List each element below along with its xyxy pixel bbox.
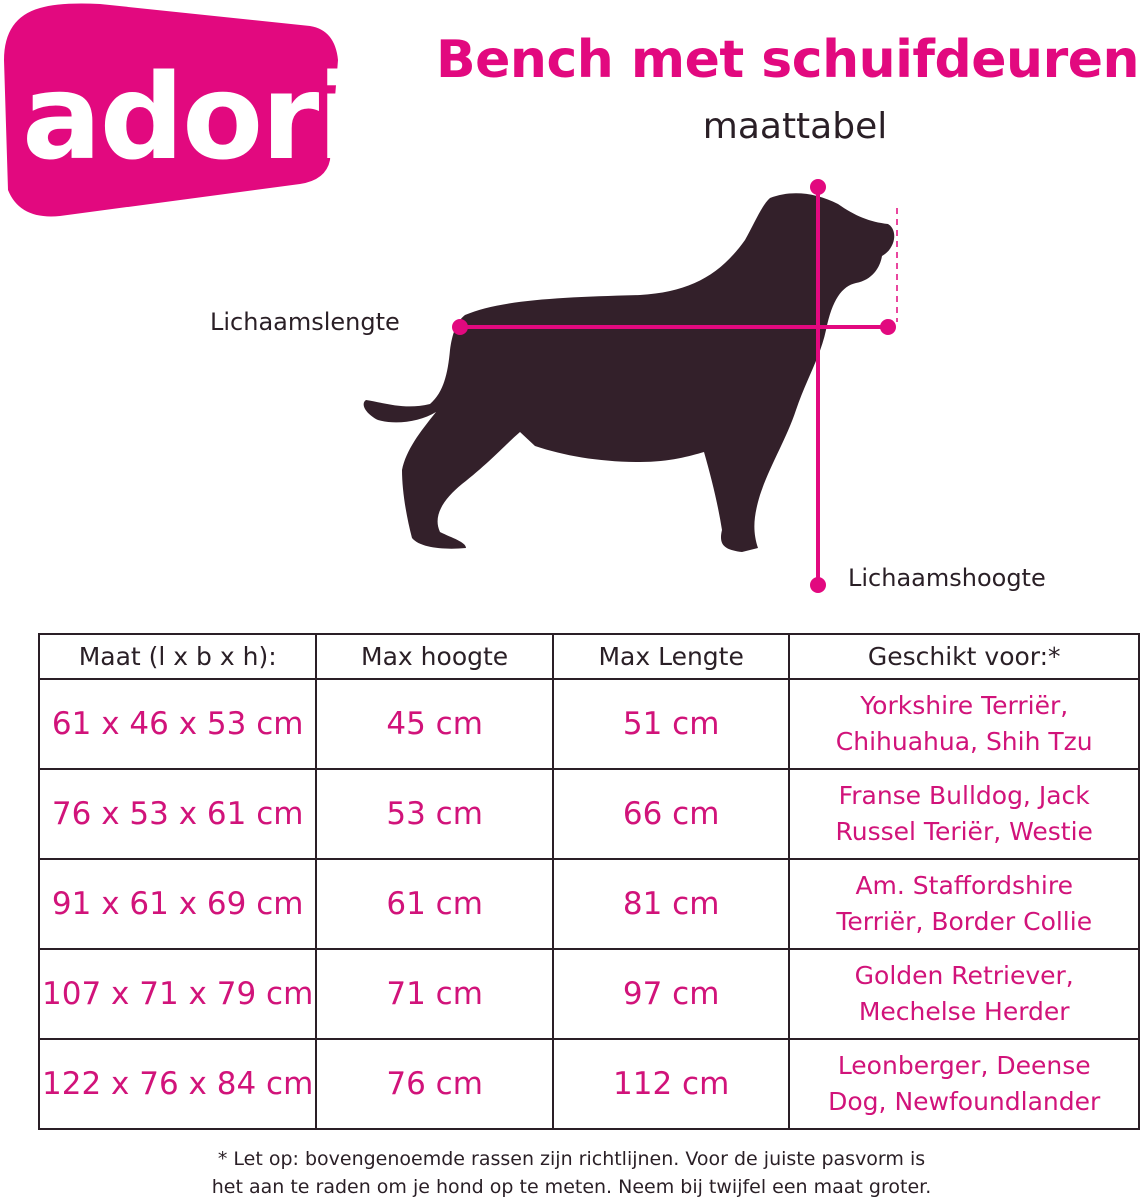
- table-row: 122 x 76 x 84 cm 76 cm 112 cm Leonberger, D…: [37, 1038, 1140, 1130]
- cell-max-length: 51 cm: [551, 678, 791, 770]
- breed-line: Mechelse Herder: [858, 997, 1070, 1026]
- cell-breeds: Am. Staffordshire Terriër, Border Collie: [788, 858, 1140, 950]
- breed-line: Chihuahua, Shih Tzu: [835, 727, 1093, 756]
- table-row: 91 x 61 x 69 cm 61 cm 81 cm Am. Staffordshi…: [37, 858, 1140, 950]
- page-title: Bench met schuifdeuren: [436, 30, 1139, 90]
- page-subtitle: maattabel: [702, 106, 888, 147]
- size-table: Maat (l x b x h): Max hoogte Max Lengte …: [37, 633, 1140, 1130]
- cell-breeds: Franse Bulldog, Jack Russel Teriër, Westi…: [788, 768, 1140, 860]
- table-header-row: Maat (l x b x h): Max hoogte Max Lengte …: [37, 633, 1140, 680]
- cell-size: 76 x 53 x 61 cm: [37, 768, 318, 860]
- breed-line: Dog, Newfoundlander: [828, 1087, 1101, 1116]
- body-length-label: Lichaamslengte: [210, 308, 400, 336]
- cell-max-length: 97 cm: [551, 948, 791, 1040]
- cell-max-height: 45 cm: [315, 678, 554, 770]
- dog-silhouette: [363, 193, 895, 552]
- header-suitable-for: Geschikt voor:*: [788, 633, 1140, 680]
- cell-size: 91 x 61 x 69 cm: [37, 858, 318, 950]
- cell-breeds: Yorkshire Terriër, Chihuahua, Shih Tzu: [788, 678, 1140, 770]
- breed-line: Terriër, Border Collie: [836, 907, 1093, 936]
- footnote-line-1: * Let op: bovengenoemde rassen zijn rich…: [217, 1148, 926, 1170]
- table-row: 107 x 71 x 79 cm 71 cm 97 cm Golden Retriev…: [37, 948, 1140, 1040]
- cell-size: 107 x 71 x 79 cm: [37, 948, 318, 1040]
- footnote: * Let op: bovengenoemde rassen zijn rich…: [0, 1145, 1143, 1201]
- cell-breeds: Leonberger, Deense Dog, Newfoundlander: [788, 1038, 1140, 1130]
- adori-logo: adori: [4, 3, 345, 217]
- cell-size: 122 x 76 x 84 cm: [37, 1038, 318, 1130]
- breed-line: Franse Bulldog, Jack: [838, 781, 1090, 810]
- header-max-length: Max Lengte: [551, 633, 791, 680]
- body-height-label: Lichaamshoogte: [848, 564, 1046, 592]
- breed-line: Am. Staffordshire: [855, 871, 1073, 900]
- cell-max-length: 81 cm: [551, 858, 791, 950]
- cell-max-height: 53 cm: [315, 768, 554, 860]
- cell-max-height: 61 cm: [315, 858, 554, 950]
- table-row: 76 x 53 x 61 cm 53 cm 66 cm Franse Bulldog,…: [37, 768, 1140, 860]
- table-row: 61 x 46 x 53 cm 45 cm 51 cm Yorkshire Terri…: [37, 678, 1140, 770]
- header-size: Maat (l x b x h):: [37, 633, 318, 680]
- svg-text:adori: adori: [22, 48, 345, 186]
- cell-max-height: 76 cm: [315, 1038, 554, 1130]
- header-max-height: Max hoogte: [315, 633, 554, 680]
- footnote-line-2: het aan te raden om je hond op te meten.…: [211, 1176, 932, 1198]
- breed-line: Yorkshire Terriër,: [860, 691, 1069, 720]
- cell-max-length: 66 cm: [551, 768, 791, 860]
- cell-max-length: 112 cm: [551, 1038, 791, 1130]
- breed-line: Russel Teriër, Westie: [835, 817, 1093, 846]
- breed-line: Golden Retriever,: [854, 961, 1074, 990]
- cell-size: 61 x 46 x 53 cm: [37, 678, 318, 770]
- breed-line: Leonberger, Deense: [837, 1051, 1091, 1080]
- cell-max-height: 71 cm: [315, 948, 554, 1040]
- dog-measurement-diagram: [363, 179, 898, 593]
- cell-breeds: Golden Retriever, Mechelse Herder: [788, 948, 1140, 1040]
